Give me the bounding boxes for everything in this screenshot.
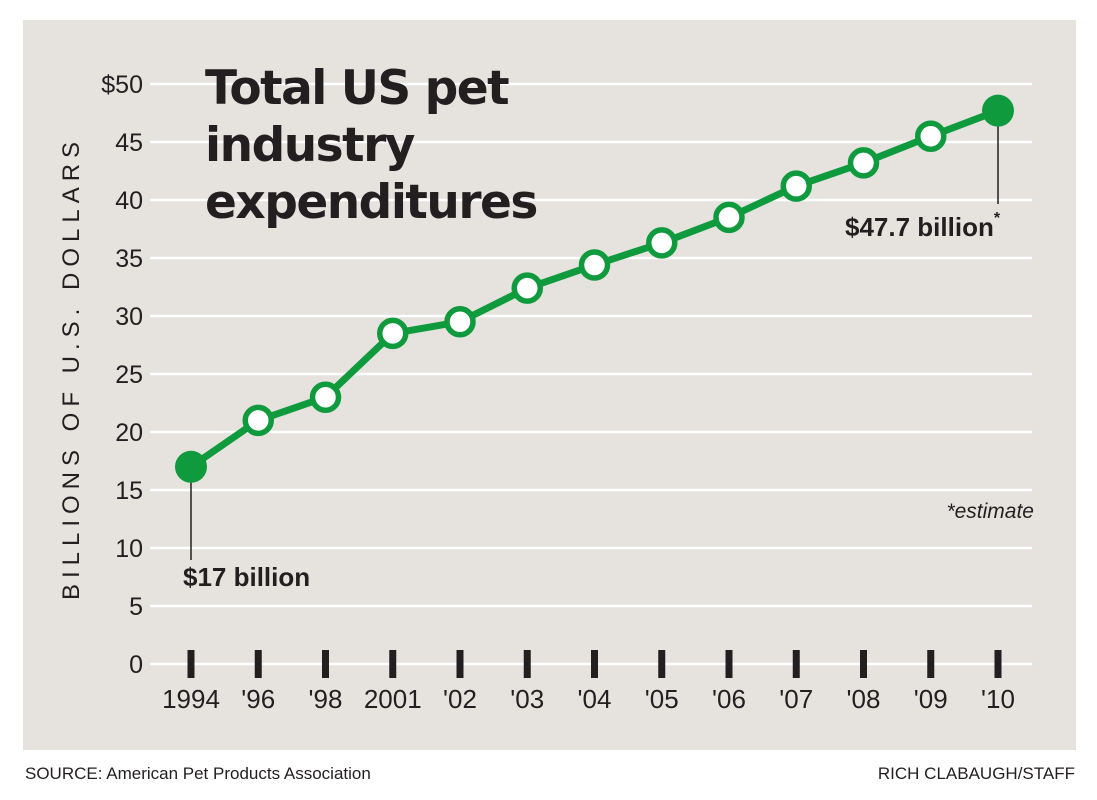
x-tick-mark (860, 650, 867, 678)
data-point (915, 120, 947, 152)
y-tick-label: $50 (101, 71, 143, 99)
chart-title-line-2: industry (205, 118, 415, 173)
x-tick-labels: 1994 '96 '98 2001 '02 '03 '04 '05 '06 '07 '08 '09 '1… (162, 684, 1015, 714)
x-tick-label: 1994 (162, 684, 220, 714)
source-credit: SOURCE: American Pet Products Associatio… (25, 764, 371, 783)
y-tick-label: 15 (115, 477, 143, 505)
gridlines (150, 82, 1032, 666)
annotation-start-text: $17 billion (183, 562, 311, 592)
x-tick-label: '98 (309, 684, 343, 714)
x-tick-mark (658, 650, 666, 678)
x-tick-mark (591, 650, 598, 678)
x-tick-mark (994, 650, 1002, 678)
chart-title-line-1: Total US pet (205, 61, 510, 116)
annotation-start-value: $17 billion (183, 562, 310, 593)
y-tick-label: 5 (129, 593, 143, 621)
data-point (578, 249, 611, 281)
y-tick-label: 40 (115, 187, 143, 215)
y-tick-label: 35 (115, 245, 143, 273)
annotation-leader-lines (190, 120, 999, 560)
x-tick-label: '07 (779, 684, 813, 714)
data-point (780, 170, 812, 202)
annotation-end-asterisk: * (993, 210, 1001, 227)
x-tick-label: '96 (241, 684, 275, 714)
data-point-highlight (175, 450, 207, 483)
x-tick-label: '02 (443, 684, 477, 714)
x-tick-mark (389, 650, 397, 678)
artist-credit: RICH CLABAUGH/STAFF (877, 764, 1075, 783)
x-tick-mark (187, 650, 195, 678)
chart-title-line-3: expenditures (205, 175, 538, 230)
x-tick-label: '03 (510, 684, 544, 714)
x-tick-label: 2001 (364, 684, 422, 714)
data-point (511, 272, 543, 304)
x-tick-mark (456, 650, 464, 678)
data-series (175, 94, 1014, 483)
data-point (444, 306, 476, 338)
annotation-end-value: $47.7 billion* (845, 210, 1001, 243)
x-tick-label: '09 (914, 684, 948, 714)
y-tick-label: 25 (115, 361, 143, 389)
x-tick-mark (322, 650, 329, 678)
data-point (309, 381, 342, 413)
data-point (847, 147, 880, 179)
chart-title: Total US pet industry expenditures (205, 60, 538, 231)
y-tick-label: 10 (115, 535, 143, 563)
y-tick-label: 30 (115, 303, 143, 331)
x-tick-mark (725, 650, 733, 678)
data-point (242, 404, 274, 437)
y-axis-label: BILLIONS OF U.S. DOLLARS (58, 135, 85, 601)
x-tick-mark (523, 650, 531, 678)
data-point-highlight (982, 94, 1014, 127)
annotation-end-text: $47.7 billion (845, 212, 994, 242)
x-tick-marks (187, 650, 1002, 678)
y-tick-label: 45 (115, 129, 143, 157)
estimate-note: *estimate (946, 500, 1034, 523)
x-tick-label: '06 (712, 684, 746, 714)
x-tick-label: '04 (578, 684, 612, 714)
x-tick-label: '05 (645, 684, 679, 714)
x-tick-mark (254, 650, 262, 678)
y-tick-labels: 0 5 10 15 20 25 30 35 40 45 $50 (101, 71, 143, 679)
data-point (646, 227, 678, 259)
x-tick-label: '08 (847, 684, 881, 714)
y-tick-label: 0 (129, 651, 143, 679)
y-tick-label: 20 (115, 419, 143, 447)
x-tick-mark (792, 650, 800, 678)
x-tick-label: '10 (981, 684, 1015, 714)
data-point (713, 201, 745, 234)
data-point (377, 317, 409, 350)
x-tick-mark (927, 650, 935, 678)
